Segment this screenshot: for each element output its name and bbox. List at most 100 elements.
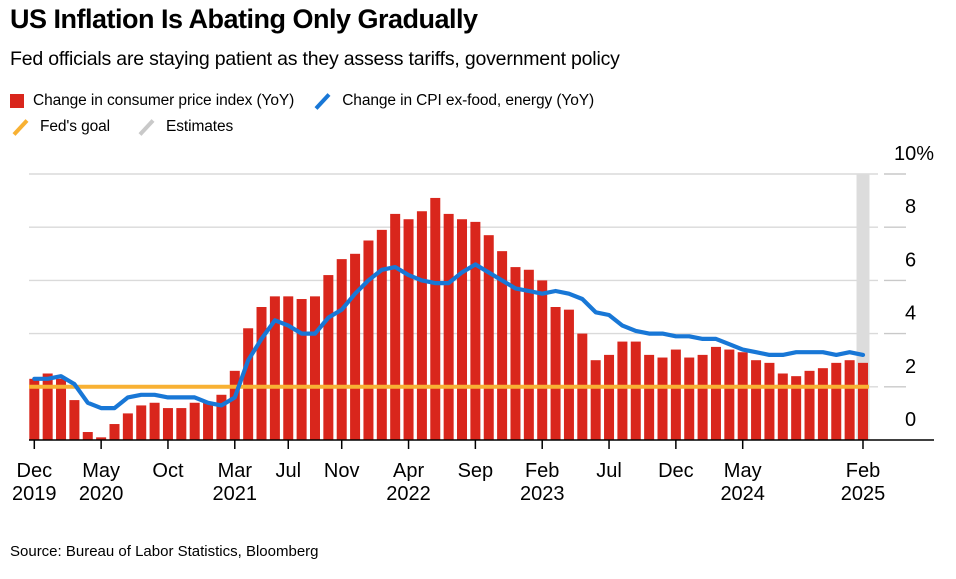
cpi-bar [189,402,200,440]
source-note: Source: Bureau of Labor Statistics, Bloo… [10,543,319,560]
cpi-bar [791,376,802,440]
cpi-bar [229,370,240,440]
legend-item-estimates: Estimates [136,118,233,136]
legend-item-fed-goal: Fed's goal [10,118,110,136]
x-tick-month-label: Dec [658,460,694,482]
x-tick-year-label: 2019 [12,483,57,505]
x-tick-month-label: Mar [218,460,253,482]
cpi-bar [844,360,855,440]
x-tick-month-label: Jul [275,460,301,482]
chart-legend: Change in consumer price index (YoY) Cha… [10,88,594,140]
cpi-bar [751,360,762,440]
cpi-bar [430,197,441,440]
x-tick-month-label: Apr [393,460,424,482]
legend-item-cpi: Change in consumer price index (YoY) [10,92,294,110]
cpi-bar [162,408,173,440]
x-tick-month-label: May [82,460,120,482]
cpi-bar [216,394,227,440]
cpi-bar [724,349,735,440]
cpi-bar [510,267,521,440]
cpi-bar [483,235,494,440]
cpi-bar [710,346,721,440]
y-tick-label: 6 [905,249,916,271]
x-tick-month-label: Dec [17,460,53,482]
cpi-bar [376,229,387,440]
x-tick-month-label: Jul [596,460,622,482]
cpi-bar [336,259,347,440]
cpi-bar [550,307,561,440]
cpi-bar [122,413,133,440]
cpi-bar [777,373,788,440]
page-subtitle: Fed officials are staying patient as the… [10,48,620,70]
cpi-bar [563,309,574,440]
cpi-bar [604,354,615,440]
cpi-bar [804,370,815,440]
x-tick-year-label: 2023 [520,483,565,505]
cpi-bar [857,362,868,440]
cpi-bar [764,362,775,440]
cpi-bar [136,405,147,440]
cpi-bar [737,352,748,440]
x-tick-month-label: Feb [846,460,880,482]
cpi-bar [817,368,828,440]
fed-goal-slash-icon [10,118,31,136]
cpi-bar [283,296,294,440]
cpi-bar [390,213,401,440]
core-cpi-slash-icon [312,92,333,110]
cpi-bar [69,400,80,440]
cpi-bar [443,213,454,440]
cpi-bar [296,299,307,440]
x-tick-month-label: Sep [458,460,494,482]
cpi-bar [363,240,374,440]
cpi-bar [457,219,468,440]
cpi-bar [670,349,681,440]
legend-label-cpi: Change in consumer price index (YoY) [33,92,295,109]
x-tick-year-label: 2021 [213,483,258,505]
cpi-bar [630,341,641,440]
x-tick-year-label: 2024 [720,483,765,505]
cpi-bar [470,221,481,440]
cpi-bar [697,354,708,440]
cpi-bar [403,219,414,440]
cpi-bar [176,408,187,440]
page-title: US Inflation Is Abating Only Gradually [10,4,478,34]
cpi-bar [590,360,601,440]
cpi-bar [82,432,93,440]
estimates-slash-icon [136,118,157,136]
cpi-bar [243,328,254,440]
y-tick-label: 8 [905,196,916,218]
cpi-bar [42,373,53,440]
cpi-bar [56,378,67,440]
cpi-bar [96,437,107,440]
cpi-bar [323,275,334,440]
legend-label-fed-goal: Fed's goal [40,118,111,135]
cpi-bar [29,378,40,440]
y-tick-label: 0 [905,409,916,431]
cpi-bar [617,341,628,440]
cpi-bar [269,296,280,440]
cpi-square-icon [10,94,24,108]
x-tick-year-label: 2020 [79,483,124,505]
cpi-bar [497,251,508,440]
cpi-bar [523,269,534,440]
x-tick-month-label: Oct [152,460,184,482]
x-tick-year-label: 2025 [841,483,886,505]
cpi-bar [831,362,842,440]
core-cpi-line [32,262,866,411]
x-tick-month-label: Nov [324,460,360,482]
x-tick-year-label: 2022 [386,483,431,505]
legend-row-2: Fed's goal Estimates [10,114,594,140]
cpi-bar [256,307,267,440]
cpi-bar [309,296,320,440]
y-tick-label: 2 [905,356,916,378]
cpi-bar [537,280,548,440]
y-tick-label: 10% [894,143,934,165]
legend-item-core-cpi: Change in CPI ex-food, energy (YoY) [312,92,594,110]
cpi-bar [350,253,361,440]
cpi-bar [416,211,427,440]
cpi-bar [203,402,214,440]
cpi-bar [684,357,695,440]
legend-label-core-cpi: Change in CPI ex-food, energy (YoY) [342,92,595,109]
